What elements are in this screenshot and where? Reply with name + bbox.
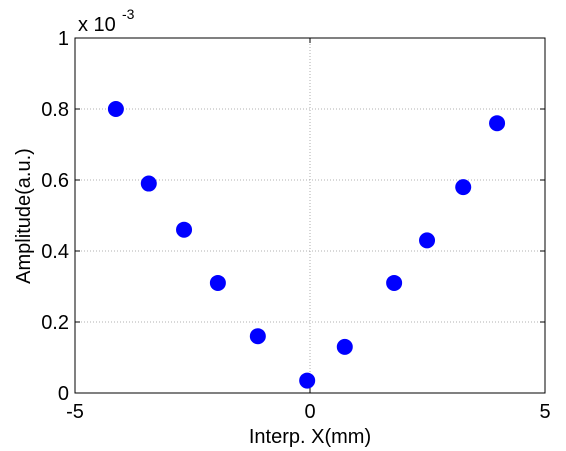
x-axis-label: Interp. X(mm) <box>249 426 371 448</box>
plot-frame <box>74 37 546 394</box>
x-tick-label: 0 <box>304 401 315 423</box>
data-point <box>209 274 226 291</box>
data-point <box>299 372 316 389</box>
y-tick-label: 0.8 <box>41 99 69 121</box>
data-point <box>176 221 193 238</box>
data-point <box>107 101 124 117</box>
x-tick-label: -5 <box>66 401 84 423</box>
y-multiplier: x 10 <box>78 14 116 36</box>
y-tick-label: 0 <box>58 383 69 405</box>
data-point <box>249 328 266 345</box>
x-tick-label: 5 <box>539 401 550 423</box>
data-point <box>419 232 436 249</box>
y-tick-label: 0.6 <box>41 170 69 192</box>
y-multiplier-exponent: -3 <box>122 6 135 22</box>
y-tick-label: 0.4 <box>41 241 69 263</box>
y-axis-label: Amplitude(a.u.) <box>13 148 35 284</box>
data-point <box>140 175 157 192</box>
data-point <box>386 274 403 291</box>
y-tick-label: 0.2 <box>41 312 69 334</box>
y-tick-label: 1 <box>58 28 69 50</box>
data-point <box>336 338 353 355</box>
data-point <box>489 115 506 132</box>
data-point <box>455 179 472 196</box>
